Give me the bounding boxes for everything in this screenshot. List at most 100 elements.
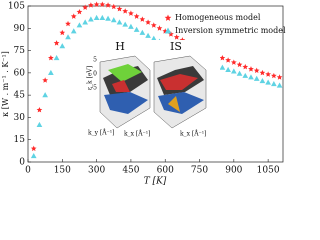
- point: [59, 29, 66, 36]
- point: [59, 43, 66, 49]
- ky-label: k_y [Å⁻¹]: [88, 129, 115, 137]
- band-is-orange: [168, 96, 180, 112]
- band-is-red: [160, 74, 198, 90]
- point: [122, 21, 129, 27]
- point: [253, 67, 260, 74]
- point: [253, 75, 260, 81]
- x-tick-label: 450: [122, 166, 139, 176]
- point: [122, 8, 129, 14]
- point: [76, 8, 83, 15]
- panel-label: H: [115, 40, 125, 53]
- kx-label: k_x [Å⁻¹]: [124, 130, 151, 138]
- kx-label: k_x [Å⁻¹]: [180, 130, 207, 138]
- point: [105, 15, 111, 21]
- point: [219, 55, 226, 61]
- point: [48, 55, 54, 61]
- point: [145, 19, 151, 25]
- point: [276, 74, 283, 80]
- point: [70, 13, 77, 19]
- point: [99, 1, 106, 7]
- y-tick-label: 105: [8, 2, 25, 12]
- y-tick-label: 0: [19, 158, 25, 168]
- legend-marker: [164, 14, 172, 21]
- legend-label: Homogeneous model: [175, 13, 261, 22]
- band-h-blue: [104, 92, 148, 114]
- y-tick-label: 60: [14, 68, 26, 78]
- point: [82, 19, 89, 25]
- legend-marker: [164, 27, 172, 34]
- point: [225, 57, 231, 63]
- point: [219, 64, 226, 70]
- point: [53, 55, 60, 61]
- point: [36, 107, 43, 113]
- point: [88, 16, 94, 22]
- point: [30, 145, 37, 152]
- point: [93, 1, 100, 7]
- point: [65, 20, 71, 27]
- point: [133, 13, 140, 19]
- point: [128, 10, 134, 16]
- y-axis-label: κ [W . m⁻¹ . K⁻¹]: [1, 51, 10, 117]
- point: [116, 19, 123, 25]
- point: [248, 74, 254, 80]
- point: [42, 77, 49, 83]
- y-tick-label: 30: [14, 113, 26, 123]
- point: [230, 68, 237, 74]
- point: [265, 79, 271, 85]
- y-tick-label: 75: [14, 46, 26, 56]
- point: [42, 92, 49, 98]
- point: [82, 4, 89, 10]
- point: [139, 16, 146, 22]
- point: [259, 69, 266, 76]
- x-axis-label: T [K]: [144, 177, 167, 187]
- x-tick-label: 750: [191, 166, 208, 176]
- point: [242, 72, 249, 78]
- band-is-blue: [158, 92, 204, 114]
- point: [139, 29, 146, 35]
- point: [88, 2, 94, 8]
- band-h-green: [108, 64, 142, 82]
- z-tick: -5: [91, 85, 97, 92]
- point: [242, 63, 249, 70]
- point: [65, 34, 71, 40]
- point: [225, 66, 231, 72]
- legend-label: Inversion symmetric model: [175, 26, 286, 35]
- panel-label: IS: [170, 40, 182, 53]
- point: [36, 121, 43, 127]
- point: [116, 5, 123, 12]
- point: [30, 153, 37, 159]
- band-h-red: [112, 80, 130, 92]
- x-tick-label: 150: [54, 166, 71, 176]
- z-label: ε_k [eV]: [87, 66, 94, 90]
- point: [230, 59, 237, 65]
- y-tick-label: 15: [14, 135, 26, 145]
- point: [145, 32, 151, 38]
- point: [105, 2, 111, 8]
- point: [93, 14, 100, 20]
- x-tick-label: 1050: [257, 166, 280, 176]
- point: [236, 70, 243, 76]
- plot-frame: [27, 5, 284, 163]
- z-tick: 0: [93, 71, 97, 78]
- point: [110, 17, 117, 23]
- z-tick: 5: [93, 57, 97, 64]
- point: [150, 35, 157, 41]
- point: [99, 14, 106, 20]
- chart: T [K] κ [W . m⁻¹ . K⁻¹] H IS ε_k [eV] 5 …: [1, 1, 286, 187]
- x-tick-label: 300: [88, 166, 105, 176]
- point: [133, 26, 140, 32]
- y-tick-label: 90: [14, 24, 26, 34]
- point: [248, 66, 254, 72]
- point: [53, 40, 60, 46]
- point: [173, 34, 180, 40]
- point: [236, 61, 243, 68]
- point: [276, 82, 283, 88]
- point: [110, 3, 117, 10]
- point: [76, 22, 83, 28]
- y-tick-label: 45: [14, 91, 26, 101]
- point: [150, 22, 157, 28]
- point: [265, 71, 271, 77]
- point: [48, 69, 54, 75]
- point: [70, 28, 77, 34]
- point: [271, 81, 277, 87]
